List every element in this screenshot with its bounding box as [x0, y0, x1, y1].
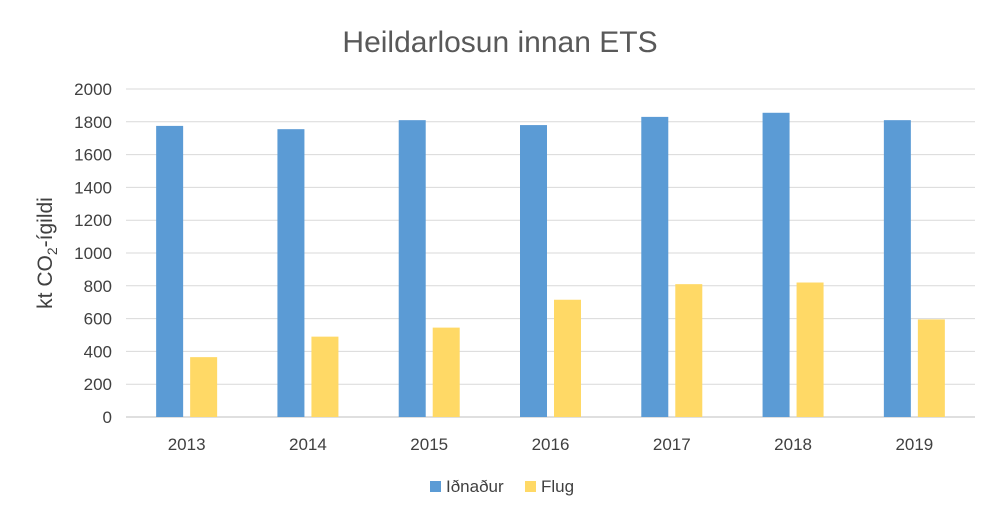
chart-title: Heildarlosun innan ETS — [342, 26, 657, 59]
y-tick-label: 1000 — [74, 244, 112, 263]
legend-label: Flug — [541, 477, 574, 496]
x-tick-label: 2018 — [774, 435, 812, 454]
y-axis-title: kt CO2-ígildi — [34, 197, 60, 309]
bar-flug-2018 — [796, 282, 824, 417]
bar-idnadur-2014 — [277, 129, 305, 417]
y-tick-label: 2000 — [74, 80, 112, 99]
x-tick-label: 2013 — [168, 435, 206, 454]
legend: Iðnaður Flug — [430, 477, 574, 496]
x-tick-label: 2015 — [410, 435, 448, 454]
bar-idnadur-2019 — [883, 120, 911, 417]
bar-flug-2013 — [190, 357, 218, 417]
x-tick-label: 2016 — [532, 435, 570, 454]
y-tick-label: 200 — [84, 375, 112, 394]
bar-idnadur-2013 — [156, 125, 184, 418]
bar-flug-2017 — [675, 284, 703, 417]
y-axis-ticks: 0 200 400 600 800 1000 1200 1400 1600 1800 2000 — [74, 80, 112, 427]
legend-swatch — [430, 481, 441, 492]
bar-idnadur-2018 — [762, 112, 790, 417]
bar-flug-2019 — [917, 319, 945, 417]
y-axis-title-subscript: 2 — [44, 247, 60, 255]
bar-flug-2015 — [432, 327, 460, 417]
y-tick-label: 1400 — [74, 178, 112, 197]
x-axis-ticks: 2013 2014 2015 2016 2017 2018 2019 — [168, 435, 934, 454]
y-tick-label: 0 — [103, 408, 112, 427]
legend-label: Iðnaður — [446, 477, 504, 496]
bar-flug-2014 — [311, 336, 339, 417]
y-axis-title-main: kt CO — [34, 255, 57, 309]
x-tick-label: 2019 — [895, 435, 933, 454]
bar-idnadur-2017 — [641, 116, 669, 417]
x-tick-label: 2014 — [289, 435, 327, 454]
legend-swatch — [525, 481, 536, 492]
y-tick-label: 800 — [84, 277, 112, 296]
y-tick-label: 400 — [84, 342, 112, 361]
bar-flug-2016 — [554, 299, 581, 417]
bar-idnadur-2016 — [520, 125, 547, 417]
y-tick-label: 1200 — [74, 211, 112, 230]
gridlines — [126, 88, 975, 418]
x-tick-label: 2017 — [653, 435, 691, 454]
y-tick-label: 1600 — [74, 146, 112, 165]
bar-idnadur-2015 — [398, 120, 426, 417]
y-axis-title-suffix: -ígildi — [34, 197, 57, 247]
y-tick-label: 1800 — [74, 113, 112, 132]
bars — [156, 112, 945, 418]
y-tick-label: 600 — [84, 310, 112, 329]
